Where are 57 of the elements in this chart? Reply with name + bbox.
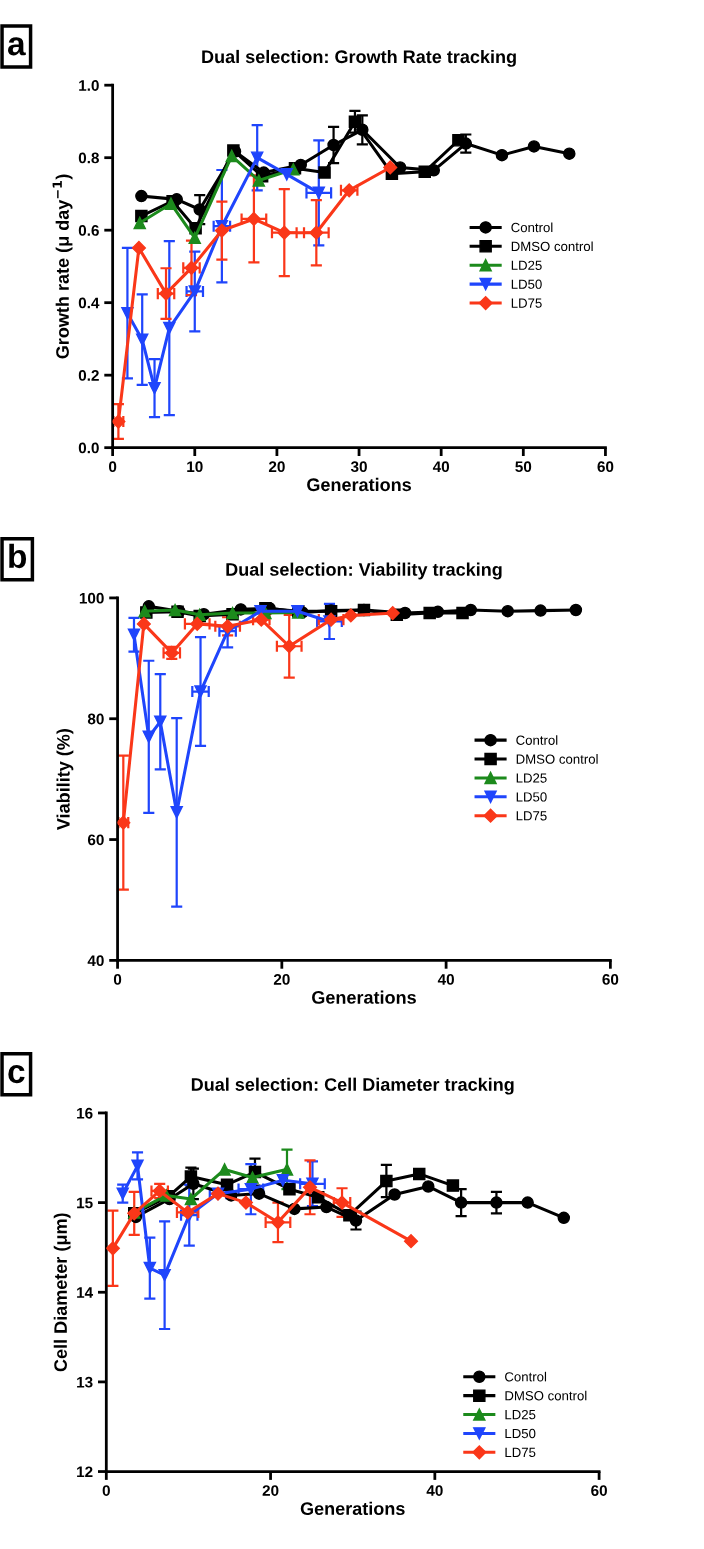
y-tick-label: 1.0 bbox=[79, 80, 99, 91]
y-tick-label: 0.0 bbox=[78, 442, 99, 454]
x-tick-label: 20 bbox=[268, 461, 285, 473]
text: b bbox=[9, 543, 27, 569]
x-tick-label: 20 bbox=[273, 973, 290, 985]
x-tick-label: 0 bbox=[113, 973, 122, 985]
x-tick-label: 20 bbox=[262, 1485, 279, 1496]
x-tick-label: 60 bbox=[602, 973, 619, 985]
x-tick-label: 60 bbox=[591, 1485, 607, 1496]
text: a bbox=[8, 37, 26, 56]
legend-label: LD25 bbox=[516, 773, 547, 783]
y-tick-label: 15 bbox=[77, 1197, 93, 1209]
y-tick-label: 80 bbox=[87, 713, 104, 725]
y-tick-label: 0.6 bbox=[78, 225, 99, 236]
y-tick-label: 0.4 bbox=[78, 297, 100, 309]
legend-label: LD50 bbox=[511, 279, 542, 289]
chart-title: Dual selection: Cell Diameter tracking bbox=[191, 1077, 514, 1095]
x-tick-label: 40 bbox=[432, 461, 450, 473]
legend-label: LD50 bbox=[505, 1428, 536, 1439]
legend-label: LD25 bbox=[505, 1409, 536, 1420]
y-axis-title: Viability (%) bbox=[56, 729, 74, 831]
y-tick-label: 0.8 bbox=[78, 152, 99, 164]
y-tick-label: 12 bbox=[77, 1466, 93, 1478]
x-tick-label: 0 bbox=[102, 1485, 110, 1496]
chart-title: Dual selection: Growth Rate tracking bbox=[202, 49, 516, 67]
legend-label: LD50 bbox=[516, 792, 547, 802]
legend-label: Control bbox=[516, 735, 558, 745]
legend-label: LD75 bbox=[516, 811, 547, 821]
y-tick-label: 100 bbox=[79, 592, 104, 604]
y-tick-label: 16 bbox=[77, 1107, 93, 1119]
chart-title: Dual selection: Viability tracking bbox=[226, 562, 502, 580]
x-tick-label: 40 bbox=[426, 1485, 443, 1496]
legend-label: LD25 bbox=[511, 260, 542, 270]
x-tick-label: 10 bbox=[187, 461, 203, 473]
legend-label: DMSO control bbox=[516, 754, 598, 764]
text: c bbox=[8, 1064, 25, 1084]
x-axis-title: Generations bbox=[312, 990, 416, 1004]
x-axis-title: Generations bbox=[307, 477, 411, 492]
legend-label: LD75 bbox=[505, 1447, 536, 1458]
legend-label: DMSO control bbox=[505, 1390, 587, 1401]
x-tick-label: 50 bbox=[515, 461, 532, 473]
y-tick-label: 0.2 bbox=[78, 370, 99, 381]
y-axis-title: Cell Diameter (μm) bbox=[53, 1213, 71, 1372]
legend-label: Control bbox=[505, 1371, 547, 1382]
legend-label: DMSO control bbox=[511, 241, 593, 252]
y-tick-label: 13 bbox=[77, 1376, 93, 1388]
y-tick-label: 60 bbox=[87, 834, 104, 846]
x-tick-label: 40 bbox=[437, 973, 454, 985]
legend-label: Control bbox=[511, 222, 553, 233]
x-tick-label: 60 bbox=[597, 461, 614, 473]
y-axis-title: Growth rate (μ day$^{−1}$) bbox=[52, 174, 73, 359]
legend-label: LD75 bbox=[511, 298, 542, 308]
y-tick-label: 40 bbox=[87, 955, 104, 967]
x-tick-label: 0 bbox=[109, 461, 117, 473]
y-tick-label: 14 bbox=[77, 1287, 94, 1298]
x-axis-title: Generations bbox=[300, 1501, 405, 1516]
x-tick-label: 30 bbox=[350, 461, 367, 473]
